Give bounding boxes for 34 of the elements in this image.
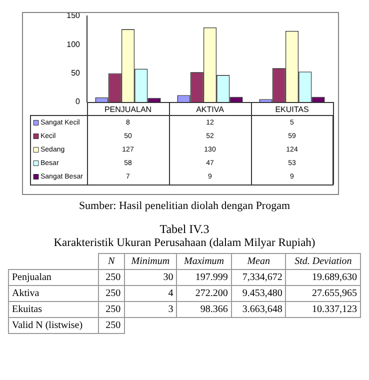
text: 27.655,965	[312, 288, 357, 299]
text: 3	[168, 304, 174, 315]
category-label: Valid N (listwise)	[12, 320, 83, 331]
text: 98.366	[200, 304, 228, 315]
y-tick-label: 0	[76, 97, 81, 106]
y-tick-label: 50	[71, 68, 81, 78]
text: 4	[168, 288, 174, 299]
x-tick-label: EKUITAS	[275, 105, 309, 114]
text: 7,334,672	[242, 272, 282, 283]
category-label: Penjualan	[12, 272, 52, 283]
text: 250	[106, 288, 121, 299]
text: Tabel IV.3	[158, 222, 210, 237]
text: 30	[163, 272, 174, 283]
text: 250	[106, 304, 121, 315]
category-label: Ekuitas	[12, 304, 42, 315]
category-label: Mean	[231, 254, 286, 270]
x-tick-label: PENJUALAN	[104, 105, 152, 114]
category-label: Aktiva	[12, 288, 40, 299]
text: 9.453,480	[242, 288, 282, 299]
text: 3.663,648	[242, 304, 282, 315]
text: 197.999	[195, 272, 228, 283]
text: 19.689,630	[312, 272, 357, 283]
text: 10.337,123	[312, 304, 357, 315]
text: Sumber: Hasil penelitian diolah dengan Progam	[78, 200, 292, 212]
text: Karakteristik Ukuran Perusahaan (dalam Milyar Rupiah)	[52, 237, 316, 249]
text: 250	[106, 272, 121, 283]
category-label: Std. Deviation	[286, 254, 360, 270]
category-label: Maximum	[176, 254, 232, 270]
category-label: Minimum	[124, 254, 177, 270]
x-tick-label: AKTIVA	[196, 105, 225, 114]
category-label: N	[98, 254, 124, 270]
y-tick-label: 100	[66, 40, 81, 49]
text: 250	[106, 320, 121, 331]
text: 272.200	[195, 288, 228, 299]
